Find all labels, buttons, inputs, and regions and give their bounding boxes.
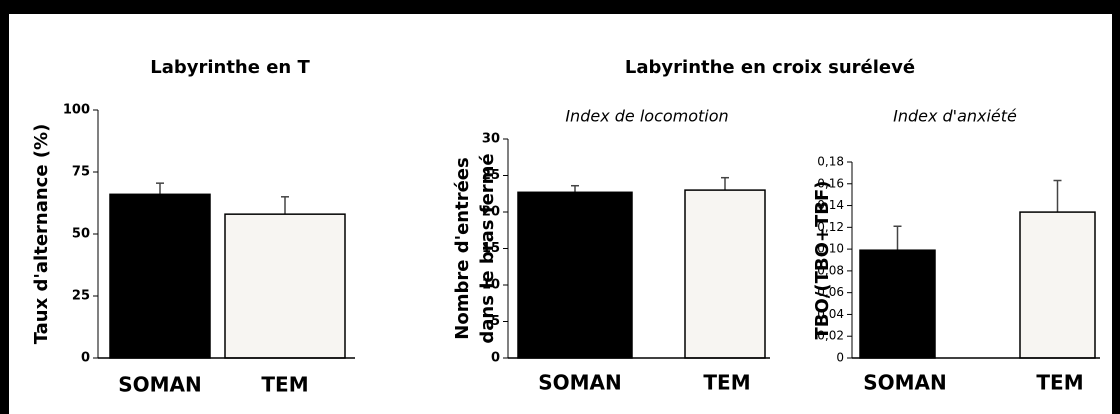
- y-tick-label: 0,04: [817, 307, 844, 321]
- y-tick-label: 0,08: [817, 263, 844, 277]
- y-axis-label: dans le bras fermé: [477, 153, 498, 343]
- group-title: Labyrinthe en T: [150, 57, 310, 78]
- bar: [1019, 211, 1096, 359]
- y-tick-label: 0: [836, 351, 844, 365]
- y-tick-label: 0,06: [817, 285, 844, 299]
- x-tick-label: TEM: [261, 373, 308, 397]
- y-tick-label: 75: [72, 165, 90, 180]
- y-tick-label: 0,12: [817, 220, 844, 234]
- y-tick-label: 0,16: [817, 176, 844, 190]
- y-tick-label: 0: [491, 351, 500, 366]
- bar: [684, 189, 766, 359]
- x-tick-label: TEM: [703, 371, 750, 395]
- y-tick-label: 15: [482, 241, 500, 256]
- bar: [859, 249, 936, 359]
- x-tick-label: SOMAN: [863, 371, 947, 395]
- y-tick-label: 20: [482, 205, 500, 220]
- x-tick-label: SOMAN: [538, 371, 622, 395]
- y-tick-label: 0,18: [817, 155, 844, 169]
- y-axis-label: Nombre d'entrées: [452, 157, 473, 339]
- y-tick-label: 25: [482, 168, 500, 183]
- y-tick-label: 25: [72, 289, 90, 304]
- y-axis-label: Taux d'alternance (%): [31, 124, 52, 345]
- y-axis-label: TBO/(TBO+TBF): [812, 180, 833, 339]
- bar: [109, 193, 211, 359]
- x-tick-label: SOMAN: [118, 373, 202, 397]
- chart-subtitle: Index d'anxiété: [893, 107, 1017, 126]
- bar: [517, 191, 633, 359]
- y-tick-label: 30: [482, 132, 500, 147]
- y-tick-label: 0: [81, 351, 90, 366]
- bar: [224, 213, 346, 359]
- y-tick-label: 0,02: [817, 329, 844, 343]
- frame-top: [0, 0, 1120, 14]
- x-tick-label: TEM: [1036, 371, 1083, 395]
- frame-right: [1112, 0, 1120, 414]
- y-tick-label: 100: [63, 103, 90, 118]
- y-tick-label: 50: [72, 227, 90, 242]
- y-tick-label: 0,14: [817, 198, 844, 212]
- y-tick-label: 0,10: [817, 242, 844, 256]
- group-title: Labyrinthe en croix surélevé: [625, 57, 915, 78]
- y-tick-label: 10: [482, 278, 500, 293]
- frame-left: [0, 0, 9, 414]
- chart-subtitle: Index de locomotion: [565, 107, 728, 126]
- y-tick-label: 5: [491, 314, 500, 329]
